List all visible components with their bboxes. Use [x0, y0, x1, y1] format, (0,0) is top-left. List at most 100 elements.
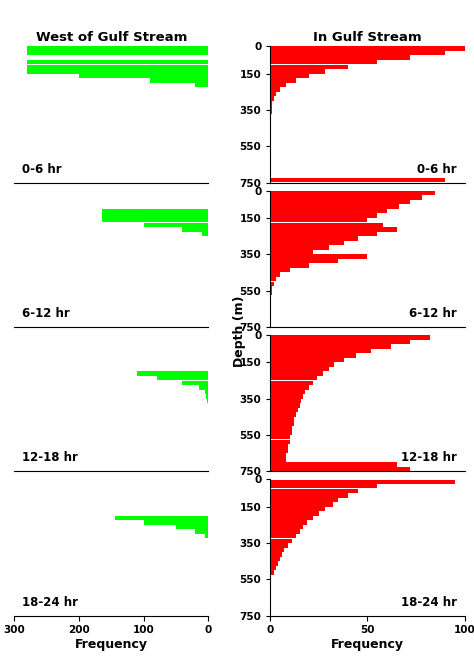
Title: West of Gulf Stream: West of Gulf Stream: [36, 31, 187, 44]
Bar: [271, 502, 333, 506]
Bar: [271, 101, 273, 105]
Bar: [271, 538, 292, 543]
X-axis label: Frequency: Frequency: [75, 638, 148, 651]
Bar: [271, 358, 344, 362]
Bar: [271, 87, 280, 92]
Bar: [271, 178, 445, 183]
Bar: [271, 69, 325, 73]
Bar: [202, 232, 208, 236]
Bar: [271, 408, 298, 412]
Bar: [27, 60, 208, 64]
Text: 0-6 hr: 0-6 hr: [22, 163, 62, 175]
Bar: [271, 349, 371, 354]
Bar: [271, 376, 317, 381]
Bar: [271, 462, 397, 467]
Bar: [101, 209, 208, 213]
Bar: [271, 268, 290, 272]
Bar: [271, 566, 276, 570]
Text: Depth (m): Depth (m): [233, 295, 246, 367]
Text: 18-24 hr: 18-24 hr: [22, 596, 78, 609]
Bar: [271, 498, 338, 502]
Bar: [271, 530, 300, 534]
Bar: [271, 399, 301, 403]
Bar: [271, 92, 276, 96]
Bar: [271, 367, 328, 371]
Bar: [115, 516, 208, 520]
Bar: [271, 506, 325, 511]
Bar: [205, 534, 208, 538]
Bar: [271, 449, 288, 453]
Bar: [79, 73, 208, 78]
Bar: [271, 236, 358, 240]
Bar: [27, 46, 208, 51]
Bar: [271, 453, 286, 457]
Bar: [271, 205, 399, 209]
Bar: [271, 78, 296, 83]
Bar: [271, 570, 274, 575]
Bar: [271, 520, 307, 525]
Text: 12-18 hr: 12-18 hr: [22, 451, 78, 465]
Bar: [150, 78, 208, 83]
Title: In Gulf Stream: In Gulf Stream: [313, 31, 422, 44]
Bar: [271, 344, 391, 349]
Bar: [271, 286, 273, 291]
Bar: [271, 489, 358, 493]
Bar: [137, 371, 208, 376]
Bar: [271, 222, 383, 227]
Bar: [271, 493, 348, 498]
Bar: [271, 543, 288, 547]
Bar: [271, 60, 377, 64]
Bar: [195, 83, 208, 87]
Bar: [271, 354, 356, 357]
Bar: [271, 547, 284, 552]
Bar: [271, 277, 276, 281]
Bar: [27, 65, 208, 69]
Bar: [271, 552, 282, 557]
Text: 6-12 hr: 6-12 hr: [22, 307, 70, 320]
Bar: [271, 381, 313, 385]
Bar: [271, 227, 397, 232]
Bar: [271, 525, 303, 530]
Bar: [271, 335, 429, 340]
Bar: [271, 291, 273, 295]
Bar: [271, 557, 280, 561]
Bar: [271, 213, 377, 218]
Bar: [101, 218, 208, 222]
Bar: [144, 222, 208, 227]
Bar: [27, 51, 208, 56]
Bar: [271, 209, 387, 213]
Bar: [271, 440, 290, 444]
Bar: [182, 227, 208, 232]
Bar: [271, 195, 422, 200]
Text: 18-24 hr: 18-24 hr: [401, 596, 457, 609]
Bar: [271, 412, 296, 417]
Text: 6-12 hr: 6-12 hr: [409, 307, 457, 320]
Bar: [271, 511, 319, 516]
Bar: [271, 105, 273, 110]
Bar: [271, 362, 335, 367]
Bar: [271, 281, 274, 286]
Bar: [271, 394, 303, 399]
Bar: [271, 56, 410, 60]
Bar: [205, 390, 208, 394]
Bar: [271, 65, 348, 69]
Bar: [101, 213, 208, 218]
Bar: [271, 534, 296, 538]
Bar: [271, 430, 292, 435]
Bar: [271, 340, 410, 344]
Bar: [271, 97, 274, 101]
Text: 0-6 hr: 0-6 hr: [417, 163, 457, 175]
Bar: [271, 467, 410, 471]
Bar: [271, 561, 278, 565]
Bar: [271, 435, 290, 440]
X-axis label: Frequency: Frequency: [331, 638, 404, 651]
Bar: [195, 530, 208, 534]
Bar: [271, 73, 309, 78]
Bar: [271, 390, 305, 394]
Bar: [144, 520, 208, 525]
Bar: [271, 83, 286, 87]
Bar: [182, 381, 208, 385]
Bar: [156, 376, 208, 381]
Bar: [271, 263, 309, 268]
Bar: [271, 232, 377, 236]
